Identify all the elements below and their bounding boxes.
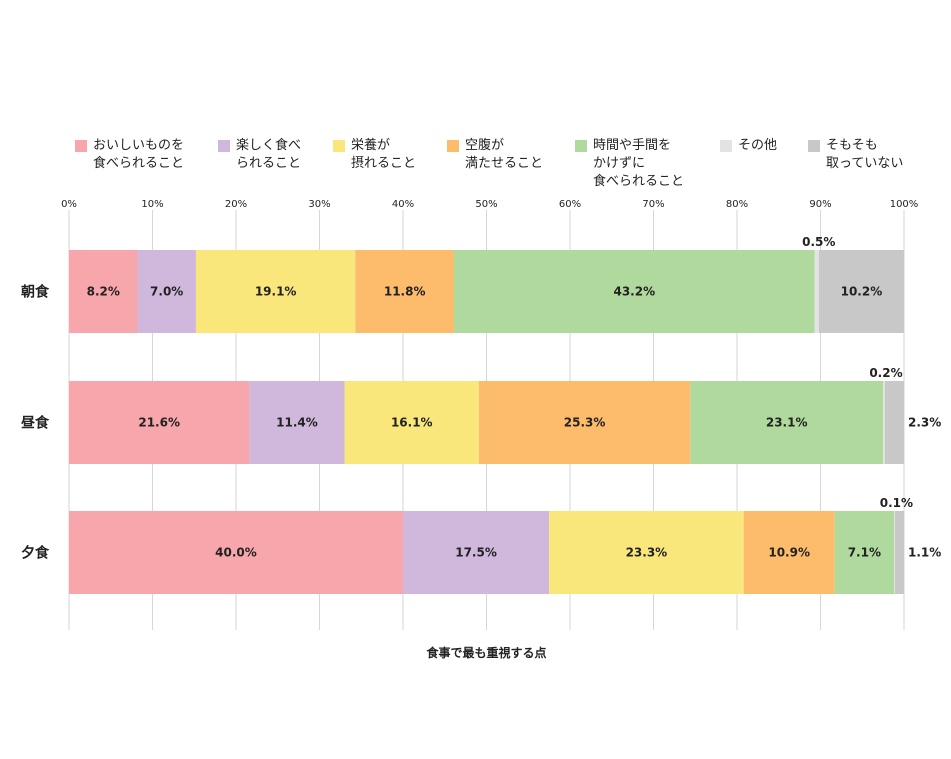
bar-segment bbox=[884, 381, 904, 464]
legend-swatch bbox=[75, 140, 87, 152]
x-tick-label: 20% bbox=[225, 199, 247, 210]
bar-segment bbox=[814, 250, 819, 333]
data-label: 19.1% bbox=[255, 285, 297, 299]
legend-swatch bbox=[720, 140, 732, 152]
data-label: 17.5% bbox=[455, 546, 497, 560]
bar-segment bbox=[355, 250, 454, 333]
legend-item: 楽しく食べ られること bbox=[218, 137, 301, 173]
data-label: 0.2% bbox=[869, 366, 902, 380]
bar-segment bbox=[69, 381, 250, 464]
bar-segment bbox=[893, 511, 895, 594]
data-label: 0.1% bbox=[880, 496, 913, 510]
legend-item: その他 bbox=[720, 137, 777, 155]
data-label: 16.1% bbox=[391, 416, 433, 430]
legend-swatch bbox=[808, 140, 820, 152]
data-label: 43.2% bbox=[613, 285, 655, 299]
data-label: 10.2% bbox=[841, 285, 883, 299]
x-tick-label: 60% bbox=[559, 199, 581, 210]
bar-segment bbox=[883, 381, 885, 464]
bar-segment bbox=[344, 381, 479, 464]
data-label: 7.0% bbox=[150, 285, 183, 299]
data-label: 25.3% bbox=[564, 416, 606, 430]
legend-swatch bbox=[218, 140, 230, 152]
bar-segment bbox=[690, 381, 884, 464]
bar-segment bbox=[818, 250, 904, 333]
legend-label: 時間や手間を かけずに 食べられること bbox=[593, 138, 685, 189]
x-tick-label: 0% bbox=[61, 199, 77, 210]
x-axis-title: 食事で最も重視する点 bbox=[425, 645, 546, 660]
x-tick-label: 100% bbox=[890, 199, 919, 210]
x-tick-label: 50% bbox=[475, 199, 497, 210]
x-tick-label: 70% bbox=[642, 199, 664, 210]
bar-segment bbox=[834, 511, 894, 594]
bar-segment bbox=[195, 250, 356, 333]
legend-swatch bbox=[447, 140, 459, 152]
bar-segment bbox=[249, 381, 345, 464]
data-label: 2.3% bbox=[908, 416, 941, 430]
legend-swatch bbox=[575, 140, 587, 152]
legend-item: 栄養が 摂れること bbox=[333, 137, 416, 173]
x-tick-label: 30% bbox=[308, 199, 330, 210]
bar-segment bbox=[69, 511, 403, 594]
legend-label: そもそも 取っていない bbox=[826, 138, 904, 171]
data-label: 11.4% bbox=[276, 416, 318, 430]
category-label: 昼食 bbox=[21, 415, 50, 432]
data-label: 7.1% bbox=[848, 546, 881, 560]
data-label: 11.8% bbox=[384, 285, 426, 299]
x-tick-label: 10% bbox=[141, 199, 163, 210]
bar-segment bbox=[137, 250, 196, 333]
data-label: 23.3% bbox=[626, 546, 668, 560]
bar-segment bbox=[403, 511, 550, 594]
legend-label: おいしいものを 食べられること bbox=[93, 138, 185, 171]
x-tick-label: 80% bbox=[726, 199, 748, 210]
legend-item: 時間や手間を かけずに 食べられること bbox=[575, 137, 684, 191]
legend-label: 空腹が 満たせること bbox=[465, 138, 544, 171]
data-label: 1.1% bbox=[908, 546, 941, 560]
data-label: 40.0% bbox=[215, 546, 257, 560]
bar-segment bbox=[894, 511, 904, 594]
data-label: 21.6% bbox=[138, 416, 180, 430]
category-label: 朝食 bbox=[21, 284, 50, 301]
legend-item: そもそも 取っていない bbox=[808, 137, 903, 173]
legend-label: 楽しく食べ られること bbox=[236, 138, 302, 171]
bar-segment bbox=[69, 250, 138, 333]
legend-item: おいしいものを 食べられること bbox=[75, 137, 184, 173]
legend-item: 空腹が 満たせること bbox=[447, 137, 543, 173]
data-label: 8.2% bbox=[87, 285, 120, 299]
bar-segment bbox=[478, 381, 691, 464]
bar-segment bbox=[453, 250, 815, 333]
data-label: 10.9% bbox=[768, 546, 810, 560]
data-label: 0.5% bbox=[802, 235, 835, 249]
legend-swatch bbox=[333, 140, 345, 152]
bar-segment bbox=[549, 511, 744, 594]
x-tick-label: 90% bbox=[809, 199, 831, 210]
category-label: 夕食 bbox=[21, 545, 50, 562]
bar-segment bbox=[743, 511, 835, 594]
legend-label: 栄養が 摂れること bbox=[351, 138, 417, 171]
legend-label: その他 bbox=[738, 138, 778, 153]
x-tick-label: 40% bbox=[392, 199, 414, 210]
data-label: 23.1% bbox=[766, 416, 808, 430]
